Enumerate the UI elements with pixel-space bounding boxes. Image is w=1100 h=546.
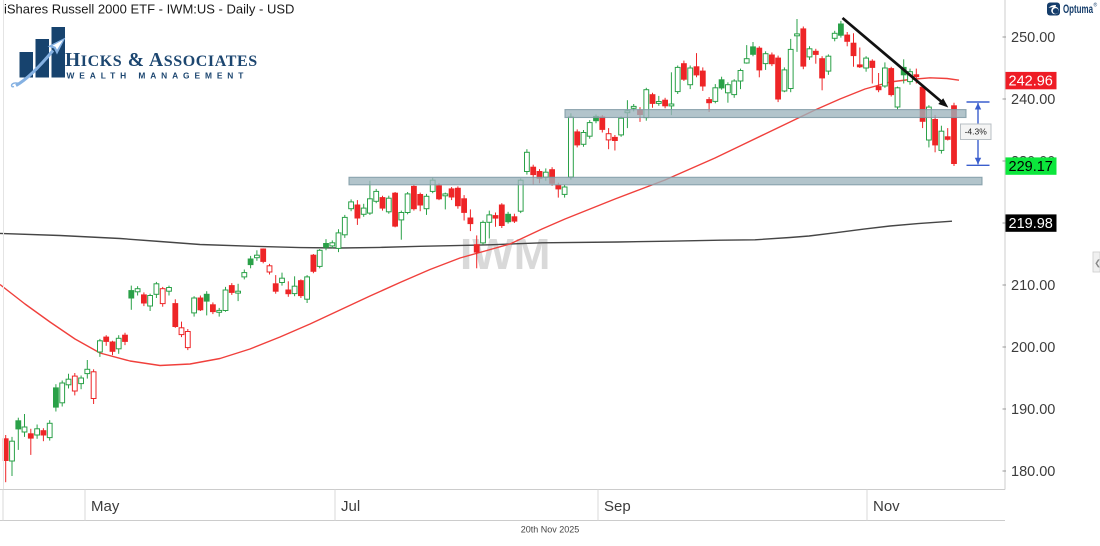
svg-text:WEALTH MANAGEMENT: WEALTH MANAGEMENT [67,71,249,81]
svg-text:240.00: 240.00 [1011,92,1055,108]
svg-text:iShares Russell 2000 ETF - IWM: iShares Russell 2000 ETF - IWM:US - Dail… [4,2,294,17]
svg-text:200.00: 200.00 [1011,340,1055,356]
svg-text:20th Nov 2025: 20th Nov 2025 [521,525,580,535]
svg-text:®: ® [1094,2,1098,9]
svg-text:219.98: 219.98 [1009,216,1053,232]
svg-text:180.00: 180.00 [1011,464,1055,480]
svg-text:250.00: 250.00 [1011,30,1055,46]
svg-text:Sep: Sep [604,498,631,515]
svg-text:May: May [91,498,120,515]
svg-text:HICKS & ASSOCIATES: HICKS & ASSOCIATES [65,50,258,71]
svg-text:229.17: 229.17 [1009,159,1053,175]
svg-text:Nov: Nov [873,498,900,515]
svg-text:-4.3%: -4.3% [965,127,988,137]
svg-text:242.96: 242.96 [1009,74,1053,90]
svg-text:Optuma: Optuma [1063,4,1093,16]
svg-text:190.00: 190.00 [1011,402,1055,418]
svg-text:❮: ❮ [1094,259,1100,268]
svg-text:210.00: 210.00 [1011,278,1055,294]
svg-text:Jul: Jul [341,498,360,515]
